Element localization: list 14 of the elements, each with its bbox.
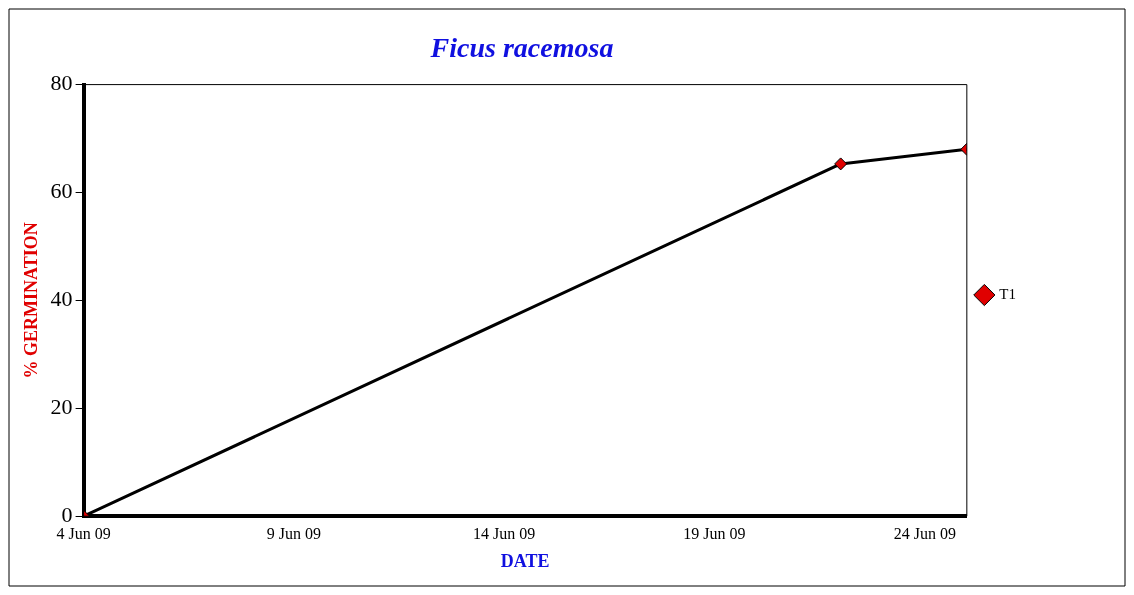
x-tick-label: 19 Jun 09: [683, 525, 746, 542]
y-axis-title: % GERMINATION: [21, 222, 42, 379]
x-tick-label: 9 Jun 09: [266, 525, 322, 542]
y-tick-label: 0: [61, 501, 73, 527]
x-tick-label: 4 Jun 09: [56, 525, 111, 542]
y-tick-label: 60: [50, 178, 73, 204]
y-tick-label: 40: [50, 286, 73, 312]
x-axis-title: DATE: [500, 550, 550, 571]
y-tick-label: 80: [50, 70, 73, 96]
legend-label: T1: [999, 285, 1017, 302]
x-tick-label: 24 Jun 09: [893, 525, 956, 542]
chart-title: Ficus racemosa: [429, 32, 614, 64]
x-tick-label: 14 Jun 09: [473, 525, 536, 542]
y-tick-label: 20: [50, 394, 73, 420]
